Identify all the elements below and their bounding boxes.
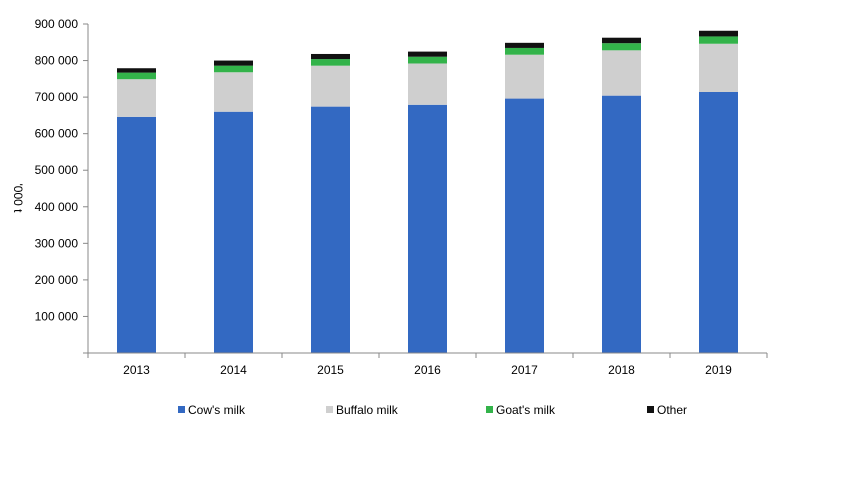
y-tick-label: 300 000 bbox=[35, 236, 79, 250]
bar-goat-s-milk-2015 bbox=[311, 59, 350, 66]
y-tick-label: 100 000 bbox=[35, 309, 79, 323]
bar-other-2014 bbox=[214, 60, 253, 66]
bar-buffalo-milk-2019 bbox=[699, 43, 738, 92]
bar-goat-s-milk-2014 bbox=[214, 65, 253, 73]
bar-other-2013 bbox=[117, 68, 156, 73]
bar-buffalo-milk-2013 bbox=[117, 79, 156, 117]
bar-buffalo-milk-2016 bbox=[408, 63, 447, 105]
bar-goat-s-milk-2013 bbox=[117, 72, 156, 80]
legend-label-goat-s-milk: Goat's milk bbox=[496, 403, 556, 417]
bar-goat-s-milk-2016 bbox=[408, 56, 447, 64]
bar-cow-s-milk-2015 bbox=[311, 106, 350, 353]
x-tick-label: 2014 bbox=[220, 363, 247, 377]
legend-swatch-goat-s-milk bbox=[486, 406, 493, 413]
y-axis-title: '000 t bbox=[11, 184, 25, 214]
bars-layer bbox=[117, 30, 738, 354]
y-tick-label: 600 000 bbox=[35, 127, 79, 141]
legend: Cow's milk Buffalo milk Goat's milk Other bbox=[178, 403, 687, 417]
bar-buffalo-milk-2017 bbox=[505, 54, 544, 99]
y-tick-label: 700 000 bbox=[35, 90, 79, 104]
legend-label-buffalo-milk: Buffalo milk bbox=[336, 403, 399, 417]
bar-cow-s-milk-2017 bbox=[505, 98, 544, 353]
bar-other-2019 bbox=[699, 30, 738, 37]
bar-goat-s-milk-2018 bbox=[602, 43, 641, 51]
bar-cow-s-milk-2013 bbox=[117, 116, 156, 354]
legend-label-cow-s-milk: Cow's milk bbox=[188, 403, 246, 417]
bar-other-2018 bbox=[602, 37, 641, 44]
bar-buffalo-milk-2014 bbox=[214, 72, 253, 112]
y-tick-label: 400 000 bbox=[35, 200, 79, 214]
y-tick-label: 900 000 bbox=[35, 17, 79, 31]
bar-buffalo-milk-2018 bbox=[602, 50, 641, 96]
bar-cow-s-milk-2014 bbox=[214, 111, 253, 353]
y-axis: 100 000 200 000 300 000 400 000 500 000 600 0… bbox=[35, 17, 89, 354]
bar-cow-s-milk-2018 bbox=[602, 95, 641, 353]
legend-swatch-cow-s-milk bbox=[178, 406, 185, 413]
x-tick-label: 2018 bbox=[608, 363, 635, 377]
bar-cow-s-milk-2019 bbox=[699, 91, 738, 353]
x-tick-label: 2017 bbox=[511, 363, 538, 377]
bar-goat-s-milk-2019 bbox=[699, 36, 738, 44]
x-tick-label: 2013 bbox=[123, 363, 150, 377]
x-axis: 2013 2014 2015 2016 2017 2018 2019 bbox=[87, 352, 768, 377]
x-tick-label: 2016 bbox=[414, 363, 441, 377]
legend-label-other: Other bbox=[657, 403, 687, 417]
bar-other-2015 bbox=[311, 53, 350, 60]
x-tick-label: 2015 bbox=[317, 363, 344, 377]
bar-other-2016 bbox=[408, 51, 447, 57]
y-tick-label: 200 000 bbox=[35, 273, 79, 287]
bar-cow-s-milk-2016 bbox=[408, 104, 447, 353]
bar-goat-s-milk-2017 bbox=[505, 47, 544, 55]
bar-buffalo-milk-2015 bbox=[311, 65, 350, 107]
bar-other-2017 bbox=[505, 42, 544, 48]
y-tick-label: 800 000 bbox=[35, 54, 79, 68]
x-tick-label: 2019 bbox=[705, 363, 732, 377]
y-tick-label: 500 000 bbox=[35, 163, 79, 177]
legend-swatch-buffalo-milk bbox=[326, 406, 333, 413]
legend-swatch-other bbox=[647, 406, 654, 413]
